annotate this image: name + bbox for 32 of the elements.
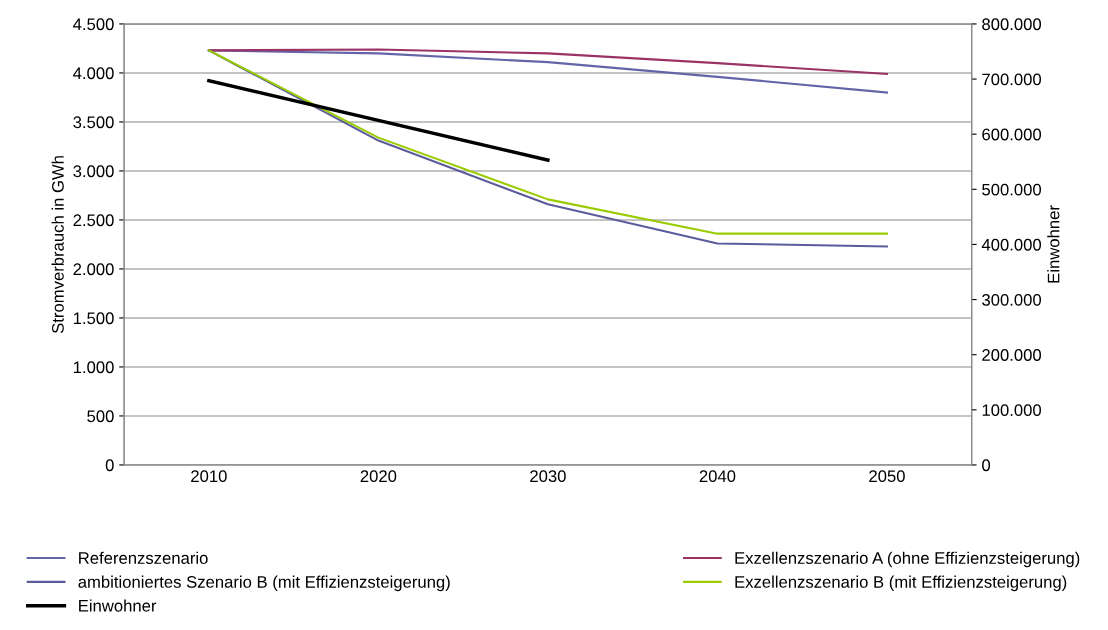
- y2-tick-label: 400.000: [981, 238, 1042, 251]
- x-tick-label: 2040: [699, 470, 736, 483]
- y-tick-label: 3.000: [73, 165, 114, 178]
- y2-axis-title: Einwohner: [1047, 205, 1060, 283]
- y2-tick-label: 0: [982, 459, 991, 472]
- y-tick-label: 2.000: [73, 263, 114, 276]
- x-tick-label: 2050: [869, 470, 905, 483]
- y-tick-label: 500: [87, 410, 114, 423]
- y-tick-label: 3.500: [73, 116, 114, 129]
- y-tick-label: 1.500: [73, 312, 114, 325]
- y2-tick-label: 600.000: [982, 128, 1042, 141]
- y-tick-label: 0: [105, 459, 114, 472]
- y2-tick-label: 100.000: [982, 404, 1042, 417]
- y2-tick-label: 800.000: [982, 18, 1042, 31]
- y2-tick-label: 700.000: [982, 73, 1042, 86]
- y2-tick-label: 300.000: [982, 293, 1042, 306]
- legend-label: Einwohner: [79, 599, 157, 612]
- x-tick-label: 2020: [360, 470, 397, 483]
- y-tick-label: 4.500: [73, 18, 114, 31]
- y-tick-label: 2.500: [73, 214, 114, 227]
- x-tick-label: 2010: [191, 470, 227, 483]
- y-axis-title: Stromverbrauch in GWh: [51, 156, 64, 334]
- legend-label: ambitioniertes Szenario B (mit Effizienzsteigerung): [78, 575, 450, 592]
- y-tick-label: 4.000: [73, 67, 114, 80]
- y2-tick-label: 500.000: [982, 183, 1042, 196]
- legend-label: Exzellenzszenario A (ohne Effizienzsteigerung): [735, 551, 1080, 568]
- y-tick-label: 1.000: [73, 361, 114, 374]
- legend-label: Referenzszenario: [79, 551, 208, 564]
- legend-label: Exzellenzszenario B (mit Effizienzsteigerung): [735, 575, 1067, 592]
- line-series: [207, 48, 888, 75]
- x-tick-label: 2030: [530, 470, 566, 483]
- y2-tick-label: 200.000: [982, 349, 1042, 361]
